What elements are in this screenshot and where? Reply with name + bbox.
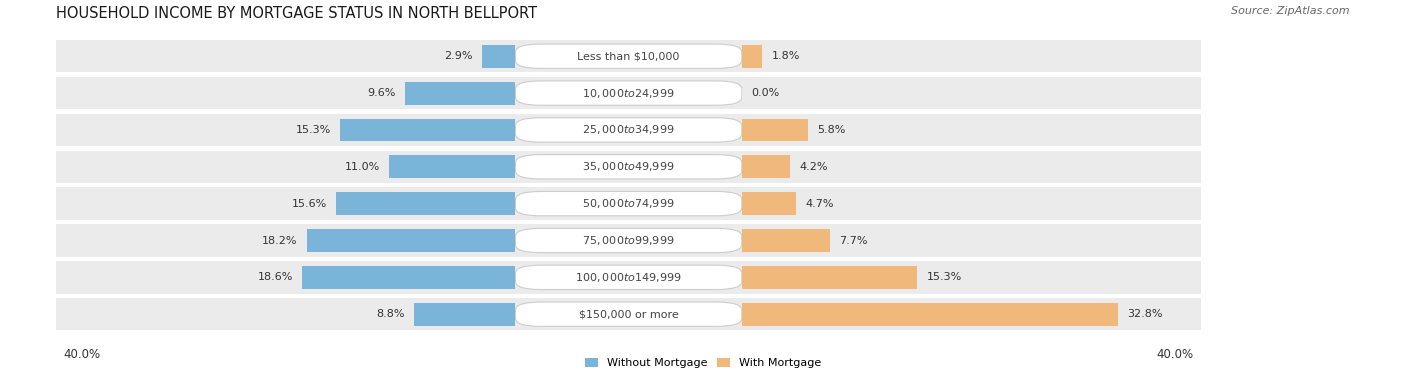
Bar	[482, 45, 516, 68]
FancyBboxPatch shape	[516, 302, 742, 326]
Text: Source: ZipAtlas.com: Source: ZipAtlas.com	[1232, 6, 1350, 15]
Bar	[340, 119, 516, 141]
Text: 0.0%: 0.0%	[751, 88, 779, 98]
Bar	[742, 261, 1201, 294]
Bar	[742, 155, 790, 178]
Text: 11.0%: 11.0%	[344, 162, 380, 172]
FancyBboxPatch shape	[516, 44, 742, 68]
Bar	[516, 40, 742, 73]
Bar	[516, 261, 742, 294]
Bar	[56, 187, 516, 220]
FancyBboxPatch shape	[516, 265, 742, 290]
Bar	[516, 224, 742, 257]
Bar	[742, 187, 1201, 220]
FancyBboxPatch shape	[516, 155, 742, 179]
Text: 9.6%: 9.6%	[368, 88, 396, 98]
Text: 4.2%: 4.2%	[799, 162, 828, 172]
Text: 18.6%: 18.6%	[257, 273, 292, 282]
Bar	[302, 266, 516, 289]
Bar	[405, 82, 516, 104]
Legend: Without Mortgage, With Mortgage: Without Mortgage, With Mortgage	[581, 353, 825, 372]
Bar	[742, 150, 1201, 183]
Text: 15.3%: 15.3%	[295, 125, 330, 135]
Bar	[56, 261, 516, 294]
Text: 7.7%: 7.7%	[839, 235, 868, 245]
Text: 32.8%: 32.8%	[1128, 309, 1163, 319]
Bar	[742, 229, 830, 252]
Text: HOUSEHOLD INCOME BY MORTGAGE STATUS IN NORTH BELLPORT: HOUSEHOLD INCOME BY MORTGAGE STATUS IN N…	[56, 6, 537, 21]
Text: 15.6%: 15.6%	[292, 199, 328, 209]
Text: $100,000 to $149,999: $100,000 to $149,999	[575, 271, 682, 284]
FancyBboxPatch shape	[516, 228, 742, 253]
Text: $150,000 or more: $150,000 or more	[579, 309, 679, 319]
Bar	[516, 77, 742, 109]
Bar	[742, 224, 1201, 257]
Text: 4.7%: 4.7%	[806, 199, 834, 209]
Bar	[56, 114, 516, 146]
Bar	[742, 303, 1118, 325]
FancyBboxPatch shape	[516, 192, 742, 216]
Bar	[742, 40, 1201, 73]
Bar	[516, 150, 742, 183]
Bar	[516, 114, 742, 146]
Text: $25,000 to $34,999: $25,000 to $34,999	[582, 124, 675, 136]
Bar	[56, 150, 516, 183]
Bar	[742, 45, 762, 68]
FancyBboxPatch shape	[516, 118, 742, 142]
Bar	[516, 298, 742, 330]
Bar	[742, 266, 918, 289]
Text: $10,000 to $24,999: $10,000 to $24,999	[582, 87, 675, 99]
Text: 18.2%: 18.2%	[262, 235, 297, 245]
Text: 1.8%: 1.8%	[772, 51, 800, 61]
Bar	[742, 119, 808, 141]
Bar	[415, 303, 516, 325]
Bar	[742, 77, 1201, 109]
Bar	[336, 192, 516, 215]
Bar	[56, 40, 516, 73]
Bar	[742, 114, 1201, 146]
Text: 8.8%: 8.8%	[377, 309, 405, 319]
Text: $75,000 to $99,999: $75,000 to $99,999	[582, 234, 675, 247]
Text: 15.3%: 15.3%	[927, 273, 962, 282]
Text: Less than $10,000: Less than $10,000	[578, 51, 681, 61]
Bar	[742, 192, 796, 215]
Bar	[56, 77, 516, 109]
Text: $50,000 to $74,999: $50,000 to $74,999	[582, 197, 675, 210]
FancyBboxPatch shape	[516, 81, 742, 105]
Text: 5.8%: 5.8%	[817, 125, 846, 135]
Text: $35,000 to $49,999: $35,000 to $49,999	[582, 160, 675, 173]
Bar	[56, 224, 516, 257]
Text: 2.9%: 2.9%	[444, 51, 472, 61]
Text: 40.0%: 40.0%	[63, 348, 100, 361]
Bar	[389, 155, 516, 178]
Bar	[56, 298, 516, 330]
Text: 40.0%: 40.0%	[1157, 348, 1194, 361]
Bar	[516, 187, 742, 220]
Bar	[307, 229, 516, 252]
Bar	[742, 298, 1201, 330]
